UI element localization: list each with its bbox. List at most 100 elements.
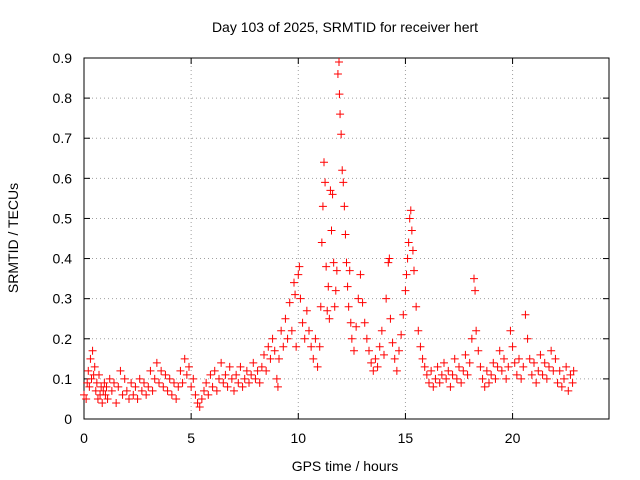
data-point (316, 302, 325, 311)
data-point (395, 346, 403, 355)
data-point (333, 70, 342, 79)
data-point (555, 366, 564, 375)
data-point (506, 326, 515, 335)
data-point (489, 358, 498, 367)
data-point (80, 390, 88, 399)
data-point (406, 206, 415, 215)
y-tick-label: 0.2 (53, 331, 73, 347)
data-point (356, 270, 365, 279)
data-point (465, 358, 474, 367)
data-point (480, 382, 489, 391)
data-point (325, 314, 334, 323)
x-tick-label: 0 (80, 430, 88, 446)
data-point (405, 214, 414, 223)
data-point (527, 370, 536, 379)
data-point (402, 270, 411, 279)
data-point (478, 374, 487, 383)
data-point (485, 378, 493, 387)
data-point (87, 374, 96, 383)
data-point (425, 378, 433, 387)
data-point (118, 390, 127, 399)
data-point (472, 326, 481, 335)
data-point (491, 374, 500, 383)
y-tick-label: 0.1 (53, 371, 73, 387)
data-point (317, 238, 326, 247)
data-point (277, 326, 286, 335)
data-point (427, 366, 436, 375)
data-point (187, 382, 196, 391)
data-point (83, 378, 92, 387)
data-point (347, 334, 356, 343)
data-point (525, 354, 534, 363)
data-point (470, 274, 478, 283)
data-point (150, 374, 159, 383)
data-point (84, 366, 93, 375)
data-point (161, 370, 170, 379)
data-point (452, 374, 461, 383)
x-axis-title: GPS time / hours (292, 458, 399, 474)
data-point (125, 394, 133, 403)
data-point (264, 342, 273, 351)
data-point (189, 374, 198, 383)
data-point (519, 362, 528, 371)
data-point (350, 346, 358, 355)
data-point (122, 386, 131, 395)
data-point (294, 270, 303, 279)
data-point (557, 382, 566, 391)
data-point (542, 374, 551, 383)
data-point (534, 366, 543, 375)
data-point (380, 350, 388, 359)
data-point (568, 378, 577, 387)
data-point (180, 354, 189, 363)
data-point (512, 370, 521, 379)
data-point (185, 362, 193, 371)
chart-title: Day 103 of 2025, SRMTID for receiver her… (212, 19, 478, 35)
data-point (92, 378, 101, 387)
data-point (131, 382, 140, 391)
data-point (375, 342, 384, 351)
data-point-layer (80, 58, 578, 411)
data-point (459, 366, 468, 375)
data-point (388, 338, 397, 347)
data-point (562, 362, 571, 371)
data-point (255, 378, 264, 387)
data-point (487, 370, 496, 379)
data-point (112, 398, 121, 407)
data-point (330, 302, 339, 311)
data-point (346, 318, 355, 327)
data-point (197, 394, 206, 403)
data-point (133, 394, 142, 403)
data-point (457, 378, 466, 387)
data-point (298, 318, 307, 327)
data-point (536, 350, 545, 359)
data-point (476, 362, 485, 371)
data-point (344, 302, 353, 311)
data-point (493, 362, 502, 371)
data-point (116, 366, 125, 375)
y-tick-label: 0.8 (53, 90, 73, 106)
data-point (273, 382, 282, 391)
data-point (382, 294, 391, 303)
data-point (232, 370, 241, 379)
data-point (367, 358, 376, 367)
data-point (191, 390, 200, 399)
data-point (362, 334, 371, 343)
data-point (283, 334, 292, 343)
data-point (307, 342, 316, 351)
data-point (309, 354, 318, 363)
data-point (93, 394, 102, 403)
data-point (99, 386, 108, 395)
data-point (90, 362, 99, 371)
data-point (416, 342, 425, 351)
data-point (463, 370, 472, 379)
data-point (354, 294, 363, 303)
data-point (341, 230, 350, 239)
data-point (107, 386, 116, 395)
data-point (95, 370, 103, 379)
data-point (318, 202, 327, 211)
data-point (285, 298, 294, 307)
data-point (182, 370, 191, 379)
data-point (144, 382, 153, 391)
data-point (335, 90, 344, 99)
data-point (245, 378, 253, 387)
